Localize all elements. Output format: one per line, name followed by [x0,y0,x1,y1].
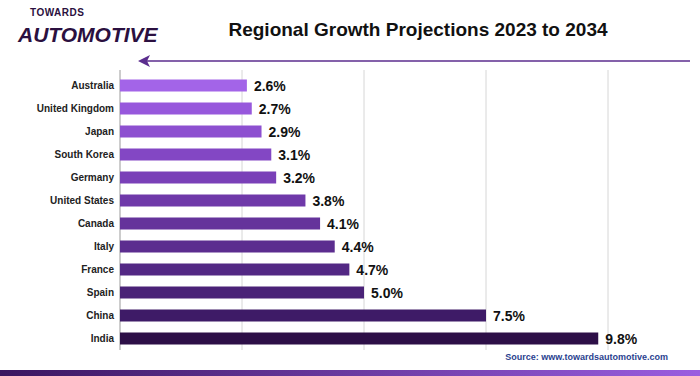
bottom-strip [0,370,700,376]
category-label: France [81,264,114,275]
data-label: 3.8% [312,193,344,209]
data-label: 4.1% [327,216,359,232]
bar [120,126,262,138]
data-label: 2.9% [269,124,301,140]
source: Source: www.towardsautomotive.com [505,352,668,362]
category-label: China [86,310,114,321]
bars [120,80,598,345]
category-label: India [91,333,115,344]
bar [120,80,247,92]
data-label: 2.6% [254,78,286,94]
category-label: United States [50,195,114,206]
category-label: Canada [78,218,115,229]
grid-line [608,70,609,350]
data-label: 9.8% [605,331,637,347]
bar [120,218,320,230]
bar [120,149,271,161]
data-label: 2.7% [259,101,291,117]
category-label: South Korea [55,149,115,160]
chart-svg: TOWARDS AUTOMOTIVE Regional Growth Project… [0,0,700,376]
bar [120,264,349,276]
bar [120,333,598,345]
category-label: Japan [85,126,114,137]
bar [120,172,276,184]
bar [120,195,305,207]
data-label: 4.7% [356,262,388,278]
title: Regional Growth Projections 2023 to 2034 [228,19,607,40]
bar [120,241,335,253]
data-label: 5.0% [371,285,403,301]
data-label: 7.5% [493,308,525,324]
header-arrow [138,55,150,67]
grid-line [364,70,365,350]
bar [120,287,364,299]
data-label: 3.1% [278,147,310,163]
grid-line [486,70,487,350]
category-label: Spain [87,287,114,298]
bar [120,103,252,115]
header-line [142,60,690,62]
category-label: Italy [94,241,114,252]
category-label: Germany [71,172,115,183]
bar [120,310,486,322]
labels: Australia 2.6% United Kingdom 2.7% Japan 2.9%… [37,78,638,347]
logo-line: AUTOMOTIVE [17,23,159,46]
data-label: 4.4% [342,239,374,255]
logo-line: TOWARDS [30,7,84,18]
data-label: 3.2% [283,170,315,186]
category-label: Australia [71,80,114,91]
category-label: United Kingdom [37,103,114,114]
